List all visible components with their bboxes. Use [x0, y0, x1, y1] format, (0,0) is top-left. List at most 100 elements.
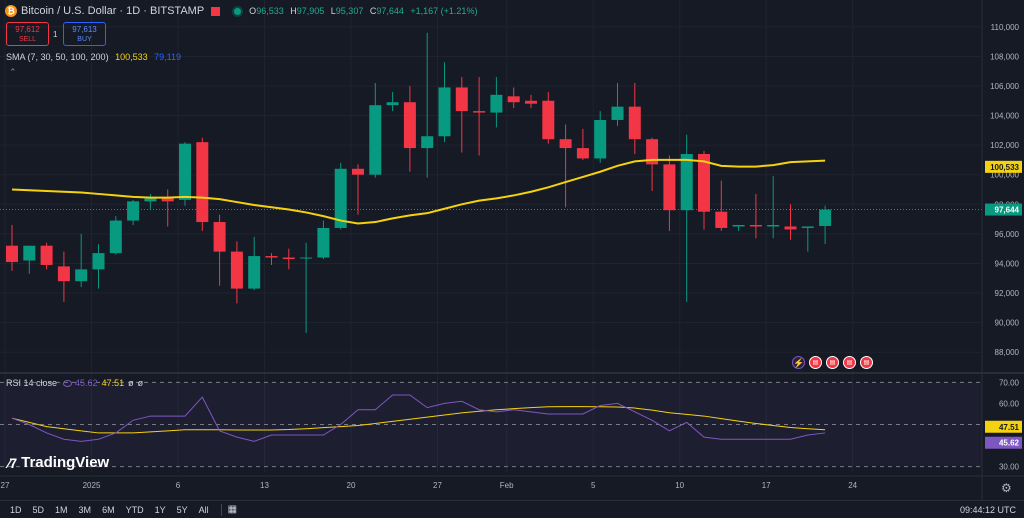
collapse-legend-icon[interactable]: ⌃: [9, 67, 17, 77]
candle-body: [490, 94, 503, 113]
rsi-tick-label: 60.00: [999, 399, 1020, 408]
candle-body: [282, 257, 295, 260]
candle-body: [715, 211, 728, 228]
range-5d[interactable]: 5D: [32, 504, 45, 515]
sell-price: 97,612: [15, 25, 40, 34]
price-tick-label: 100,000: [990, 171, 1019, 180]
candle-body: [144, 198, 157, 202]
candle-body: [265, 256, 278, 258]
candle-body: [594, 119, 607, 159]
candle-body: [646, 139, 659, 165]
market-open-icon: [234, 7, 242, 15]
price-tick-label: 96,000: [995, 230, 1020, 239]
last-price-tag-bg: [985, 203, 1022, 216]
candle-body: [75, 269, 88, 282]
price-tick-label: 94,000: [995, 259, 1020, 268]
eye-icon[interactable]: [63, 379, 73, 387]
bitcoin-icon: ₿: [5, 5, 17, 17]
open-value: 96,533: [256, 6, 284, 16]
rsi-ma-polyline: [11, 406, 826, 434]
sma-legend[interactable]: SMA (7, 30, 50, 100, 200) 100,533 79,119: [6, 52, 181, 62]
candle-body: [749, 225, 762, 227]
range-ytd[interactable]: YTD: [125, 504, 144, 515]
candle-body: [109, 220, 122, 254]
range-1y[interactable]: 1Y: [154, 504, 166, 515]
sma-price-tag: 100,533: [990, 163, 1019, 172]
time-tick-label: 10: [675, 481, 684, 490]
range-all[interactable]: All: [198, 504, 209, 515]
us-flag-icon[interactable]: ▤: [843, 356, 856, 369]
low-value: 95,307: [335, 6, 364, 16]
price-tick-label: 88,000: [995, 348, 1020, 357]
rsi-legend-extra-1: ø: [128, 378, 134, 388]
time-tick-label: 24: [848, 481, 857, 490]
range-1m[interactable]: 1M: [55, 504, 68, 515]
high-label: H: [290, 6, 297, 16]
tradingview-logo[interactable]: ⁄7 TradingView: [8, 454, 109, 471]
candle-body: [680, 154, 693, 211]
range-6m[interactable]: 6M: [102, 504, 115, 515]
candle-body: [57, 266, 70, 282]
candle-body: [127, 201, 140, 221]
rsi-value-tag-bg: [985, 436, 1022, 449]
flag-icon[interactable]: [211, 6, 221, 16]
rsi-tick-label: 70.00: [999, 378, 1020, 387]
sma-line: [11, 158, 826, 225]
time-tick-label: Feb: [500, 481, 514, 490]
rsi-value-tag: 45.62: [999, 439, 1020, 448]
range-3m[interactable]: 3M: [78, 504, 92, 515]
price-axis: 88,00090,00092,00094,00096,00098,000100,…: [981, 0, 1022, 500]
range-5y[interactable]: 5Y: [176, 504, 188, 515]
time-tick-label: 27: [1, 481, 10, 490]
candle-body: [6, 245, 18, 262]
candle-body: [559, 139, 572, 149]
open-label: O: [249, 6, 257, 16]
buy-price: 97,613: [72, 25, 97, 34]
price-tick-label: 90,000: [995, 319, 1020, 328]
candle-body: [819, 209, 832, 226]
range-1d[interactable]: 1D: [10, 504, 22, 515]
event-markers: ⚡ ▤ ▤ ▤ ▤: [792, 356, 873, 369]
time-tick-label: 13: [260, 481, 269, 490]
rsi-tick-label: 30.00: [999, 463, 1020, 472]
lightning-icon[interactable]: ⚡: [792, 356, 805, 369]
candle-body: [317, 227, 330, 258]
sma-price-tag-bg: [985, 160, 1022, 173]
rsi-lines: [11, 394, 826, 442]
candle-body: [421, 136, 434, 149]
candles: [0, 32, 982, 333]
price-tick-label: 108,000: [990, 52, 1019, 61]
candle-body: [300, 257, 313, 259]
us-flag-icon[interactable]: ▤: [826, 356, 839, 369]
rsi-legend-extra-2: ø: [137, 378, 144, 388]
sell-label: SELL: [18, 36, 37, 43]
ohlc-values: O96,533 H97,905 L95,307 C97,644 +1,167 (…: [249, 6, 477, 16]
go-to-date-icon[interactable]: ▦: [227, 504, 238, 515]
time-tick-label: 27: [433, 481, 442, 490]
symbol-header[interactable]: ₿ Bitcoin / U.S. Dollar · 1D · BITSTAMP …: [0, 0, 477, 22]
candle-body: [334, 168, 347, 228]
buy-button[interactable]: 97,613 BUY: [63, 22, 106, 46]
candle-body: [179, 143, 191, 200]
time-tick-label: 17: [762, 481, 771, 490]
utc-clock[interactable]: 09:44:12 UTC: [959, 505, 1016, 515]
candle-body: [352, 168, 364, 175]
candle-body: [542, 100, 555, 140]
rsi-band: [0, 381, 982, 468]
buy-label: BUY: [77, 36, 92, 43]
candle-body: [525, 100, 537, 104]
candle-body: [92, 253, 105, 270]
high-value: 97,905: [296, 6, 325, 16]
us-flag-icon[interactable]: ▤: [809, 356, 822, 369]
sell-button[interactable]: 97,612 SELL: [6, 22, 49, 46]
symbol-title[interactable]: Bitcoin / U.S. Dollar · 1D · BITSTAMP: [21, 5, 205, 17]
rsi-label: RSI 14 close: [6, 378, 58, 388]
sma-polyline: [11, 158, 826, 225]
rsi-legend[interactable]: RSI 14 close 45.62 47.51 ø ø: [6, 378, 143, 388]
us-flag-icon[interactable]: ▤: [860, 356, 873, 369]
toolbar-divider: [220, 503, 222, 516]
settings-gear-icon[interactable]: ⚙: [1001, 481, 1012, 495]
price-chart-svg[interactable]: 88,00090,00092,00094,00096,00098,000100,…: [0, 0, 1024, 500]
candle-body: [767, 225, 780, 227]
